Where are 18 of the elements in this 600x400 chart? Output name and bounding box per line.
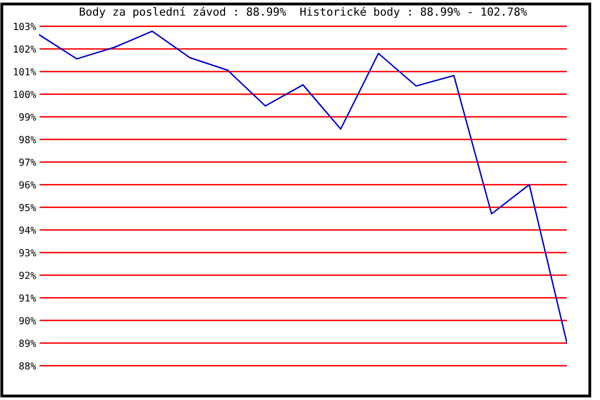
y-tick-label: 93% — [19, 249, 36, 256]
y-tick-label: 88% — [19, 362, 36, 370]
y-tick-label: 92% — [19, 272, 36, 280]
y-tick-label: 90% — [19, 316, 36, 324]
y-tick-label: 97% — [19, 158, 36, 166]
y-tick-label: 95% — [19, 204, 36, 212]
y-tick-label: 89% — [19, 340, 36, 347]
y-tick-label: 96% — [19, 181, 36, 189]
chart-title: Body za poslední závod : 88.99% Historické body : 88.99% - 102.78% — [80, 6, 527, 18]
y-tick-label: 102% — [14, 45, 36, 53]
y-tick-label: 94% — [19, 226, 36, 234]
y-tick-label: 98% — [19, 136, 36, 144]
y-tick-label: 91% — [19, 294, 36, 302]
y-tick-label: 99% — [19, 113, 36, 121]
line-series — [39, 30, 567, 344]
y-tick-label: 101% — [14, 68, 36, 76]
y-tick-label: 100% — [14, 90, 36, 98]
y-tick-label: 103% — [14, 22, 36, 30]
